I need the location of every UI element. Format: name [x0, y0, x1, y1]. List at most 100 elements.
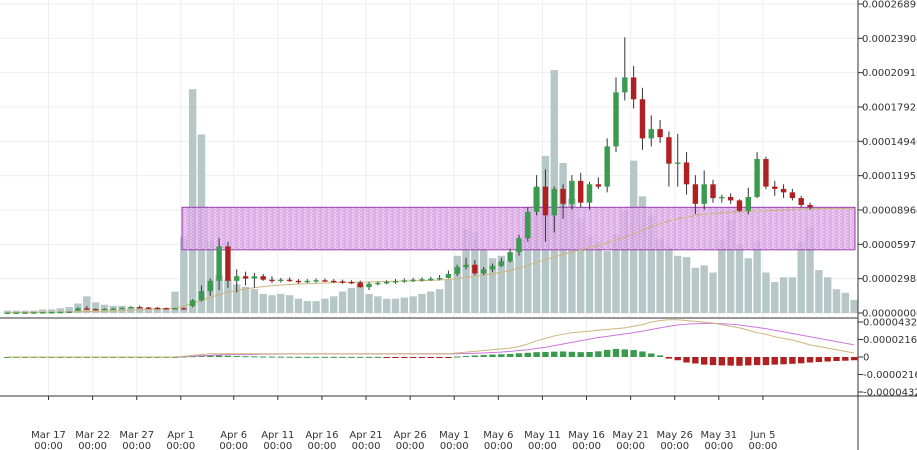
- volume-bar: [180, 236, 188, 313]
- volume-bar: [479, 248, 488, 313]
- candle-body: [39, 312, 46, 314]
- candle-body: [260, 276, 266, 280]
- candle-body: [701, 184, 707, 204]
- macd-histogram-bar: [559, 351, 567, 357]
- candle-body: [119, 307, 125, 310]
- volume-bar: [603, 251, 611, 313]
- volume-bar: [259, 293, 267, 313]
- candle-body: [648, 129, 654, 139]
- macd-histogram-bar: [815, 357, 823, 363]
- volume-bar: [753, 241, 761, 313]
- candle-body: [542, 186, 549, 216]
- volume-bar: [21, 310, 29, 313]
- macd-histogram-bar: [330, 356, 337, 358]
- macd-histogram-bar: [586, 351, 593, 357]
- macd-tick-label: 0.0000432: [863, 318, 917, 329]
- volume-bar: [347, 288, 356, 313]
- candle-body: [375, 282, 381, 285]
- time-tick-label: 00:00: [749, 441, 778, 450]
- candle-body: [66, 311, 72, 314]
- time-tick-label: 00:00: [122, 441, 151, 450]
- macd-histogram-bar: [621, 349, 629, 357]
- candle-body: [683, 162, 690, 185]
- volume-bar: [462, 229, 470, 313]
- volume-bar: [171, 291, 179, 313]
- candle-body: [472, 264, 478, 274]
- volume-bar: [365, 293, 373, 313]
- volume-bar: [268, 295, 276, 313]
- macd-histogram-bar: [630, 350, 637, 357]
- macd-histogram-bar: [648, 353, 655, 357]
- macd-tick-label: 0: [863, 353, 869, 364]
- candle-body: [48, 312, 55, 314]
- candle-body: [436, 277, 443, 280]
- volume-bar: [779, 277, 788, 313]
- candle-body: [727, 196, 734, 201]
- candle-body: [286, 279, 293, 282]
- volume-bar: [515, 248, 523, 313]
- volume-bar: [674, 255, 682, 313]
- macd-histogram-bar: [242, 356, 249, 358]
- candle-body: [84, 308, 90, 310]
- candle-body: [295, 280, 302, 283]
- candle-body: [145, 307, 152, 309]
- macd-histogram-bar: [709, 357, 717, 366]
- macd-histogram-bar: [233, 356, 240, 358]
- price-tick-label: 0.00005976: [862, 240, 917, 251]
- candle-body: [163, 308, 169, 310]
- time-tick-label: 00:00: [440, 441, 469, 450]
- macd-histogram-bar: [595, 351, 602, 357]
- macd-panel: [4, 319, 858, 366]
- macd-histogram-bar: [753, 357, 761, 366]
- candle-body: [154, 307, 161, 310]
- macd-histogram-bar: [321, 356, 329, 358]
- volume-bar: [532, 188, 541, 313]
- macd-histogram-bar: [215, 355, 223, 357]
- candle-body: [507, 252, 513, 262]
- volume-bar: [726, 220, 735, 313]
- candle-body: [304, 280, 310, 283]
- volume-bar: [418, 293, 426, 313]
- candle-body: [410, 279, 416, 282]
- macd-histogram-bar: [656, 355, 664, 357]
- candle-body: [22, 312, 28, 314]
- price-tick-label: 0.00008964: [862, 206, 917, 217]
- candle-body: [31, 312, 37, 314]
- macd-histogram-bar: [665, 357, 673, 359]
- volume-bar: [762, 272, 770, 313]
- macd-histogram-bar: [824, 357, 831, 362]
- candle-body: [128, 307, 134, 309]
- macd-histogram-bar: [251, 356, 258, 358]
- macd-histogram-bar: [692, 357, 699, 364]
- volume-bar: [382, 298, 391, 313]
- volume-bar: [400, 297, 409, 313]
- macd-histogram-bar: [286, 356, 293, 358]
- macd-histogram-bar: [198, 355, 205, 357]
- time-tick-label: 00:00: [166, 441, 195, 450]
- time-tick-label: 00:00: [704, 441, 733, 450]
- price-tick-label: 0.00017928: [862, 103, 917, 114]
- macd-histogram-bar: [745, 357, 752, 366]
- candle-body: [763, 159, 769, 187]
- candle-body: [137, 307, 143, 309]
- candle-body: [269, 279, 275, 282]
- volume-bar: [806, 227, 814, 313]
- candle-body: [234, 276, 240, 281]
- macd-histogram-bar: [762, 357, 770, 366]
- volume-bar: [577, 217, 585, 313]
- macd-histogram-bar: [798, 357, 805, 364]
- candle-body: [463, 264, 469, 268]
- price-axis-labels: 0.00026892 0.00023904 0.00020916 0.00017928…: [858, 0, 917, 320]
- candle-body: [331, 280, 337, 283]
- candle-body: [719, 196, 725, 199]
- volume-bar: [3, 310, 12, 313]
- macd-histogram-bar: [312, 356, 320, 358]
- macd-histogram-bar: [471, 355, 479, 357]
- candle-body: [392, 281, 399, 283]
- volume-bar: [506, 260, 514, 313]
- volume-bar: [744, 258, 752, 313]
- candle-body: [225, 246, 231, 281]
- candle-body: [419, 279, 425, 281]
- volume-bar: [277, 293, 285, 313]
- volume-bar: [409, 296, 417, 313]
